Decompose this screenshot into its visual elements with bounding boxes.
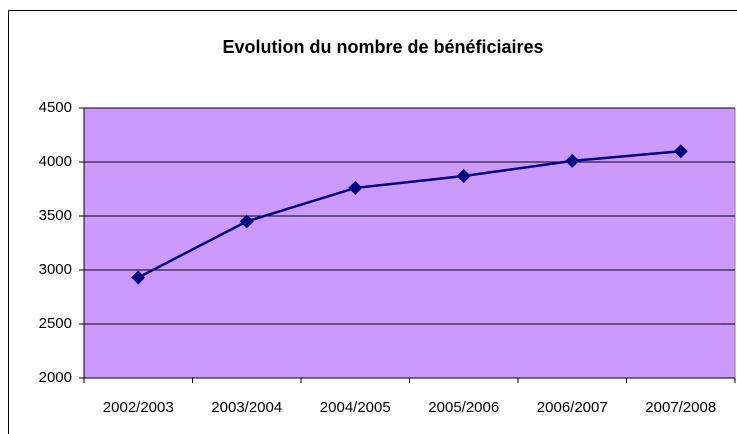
marker (565, 153, 580, 168)
x-tick-label: 2007/2008 (645, 399, 716, 416)
marker (456, 169, 471, 184)
marker (348, 180, 363, 195)
marker (239, 214, 254, 229)
marker (673, 144, 688, 159)
y-tick-label: 2500 (39, 315, 72, 332)
marker (131, 270, 146, 285)
chart-title: Evolution du nombre de bénéficiaires (222, 37, 543, 57)
y-tick-label: 3500 (39, 207, 72, 224)
line (137, 149, 681, 279)
x-tick-label: 2004/2005 (320, 399, 391, 416)
plot-area (83, 107, 736, 379)
y-tick-label: 4000 (39, 153, 72, 170)
x-tick-label: 2005/2006 (428, 399, 499, 416)
x-tick-label: 2003/2004 (211, 399, 282, 416)
y-tick-label: 2000 (39, 369, 72, 386)
y-tick-label: 3000 (39, 261, 72, 278)
x-tick-label: 2002/2003 (103, 399, 174, 416)
x-tick-label: 2006/2007 (537, 399, 608, 416)
y-tick-label: 4500 (39, 99, 72, 116)
